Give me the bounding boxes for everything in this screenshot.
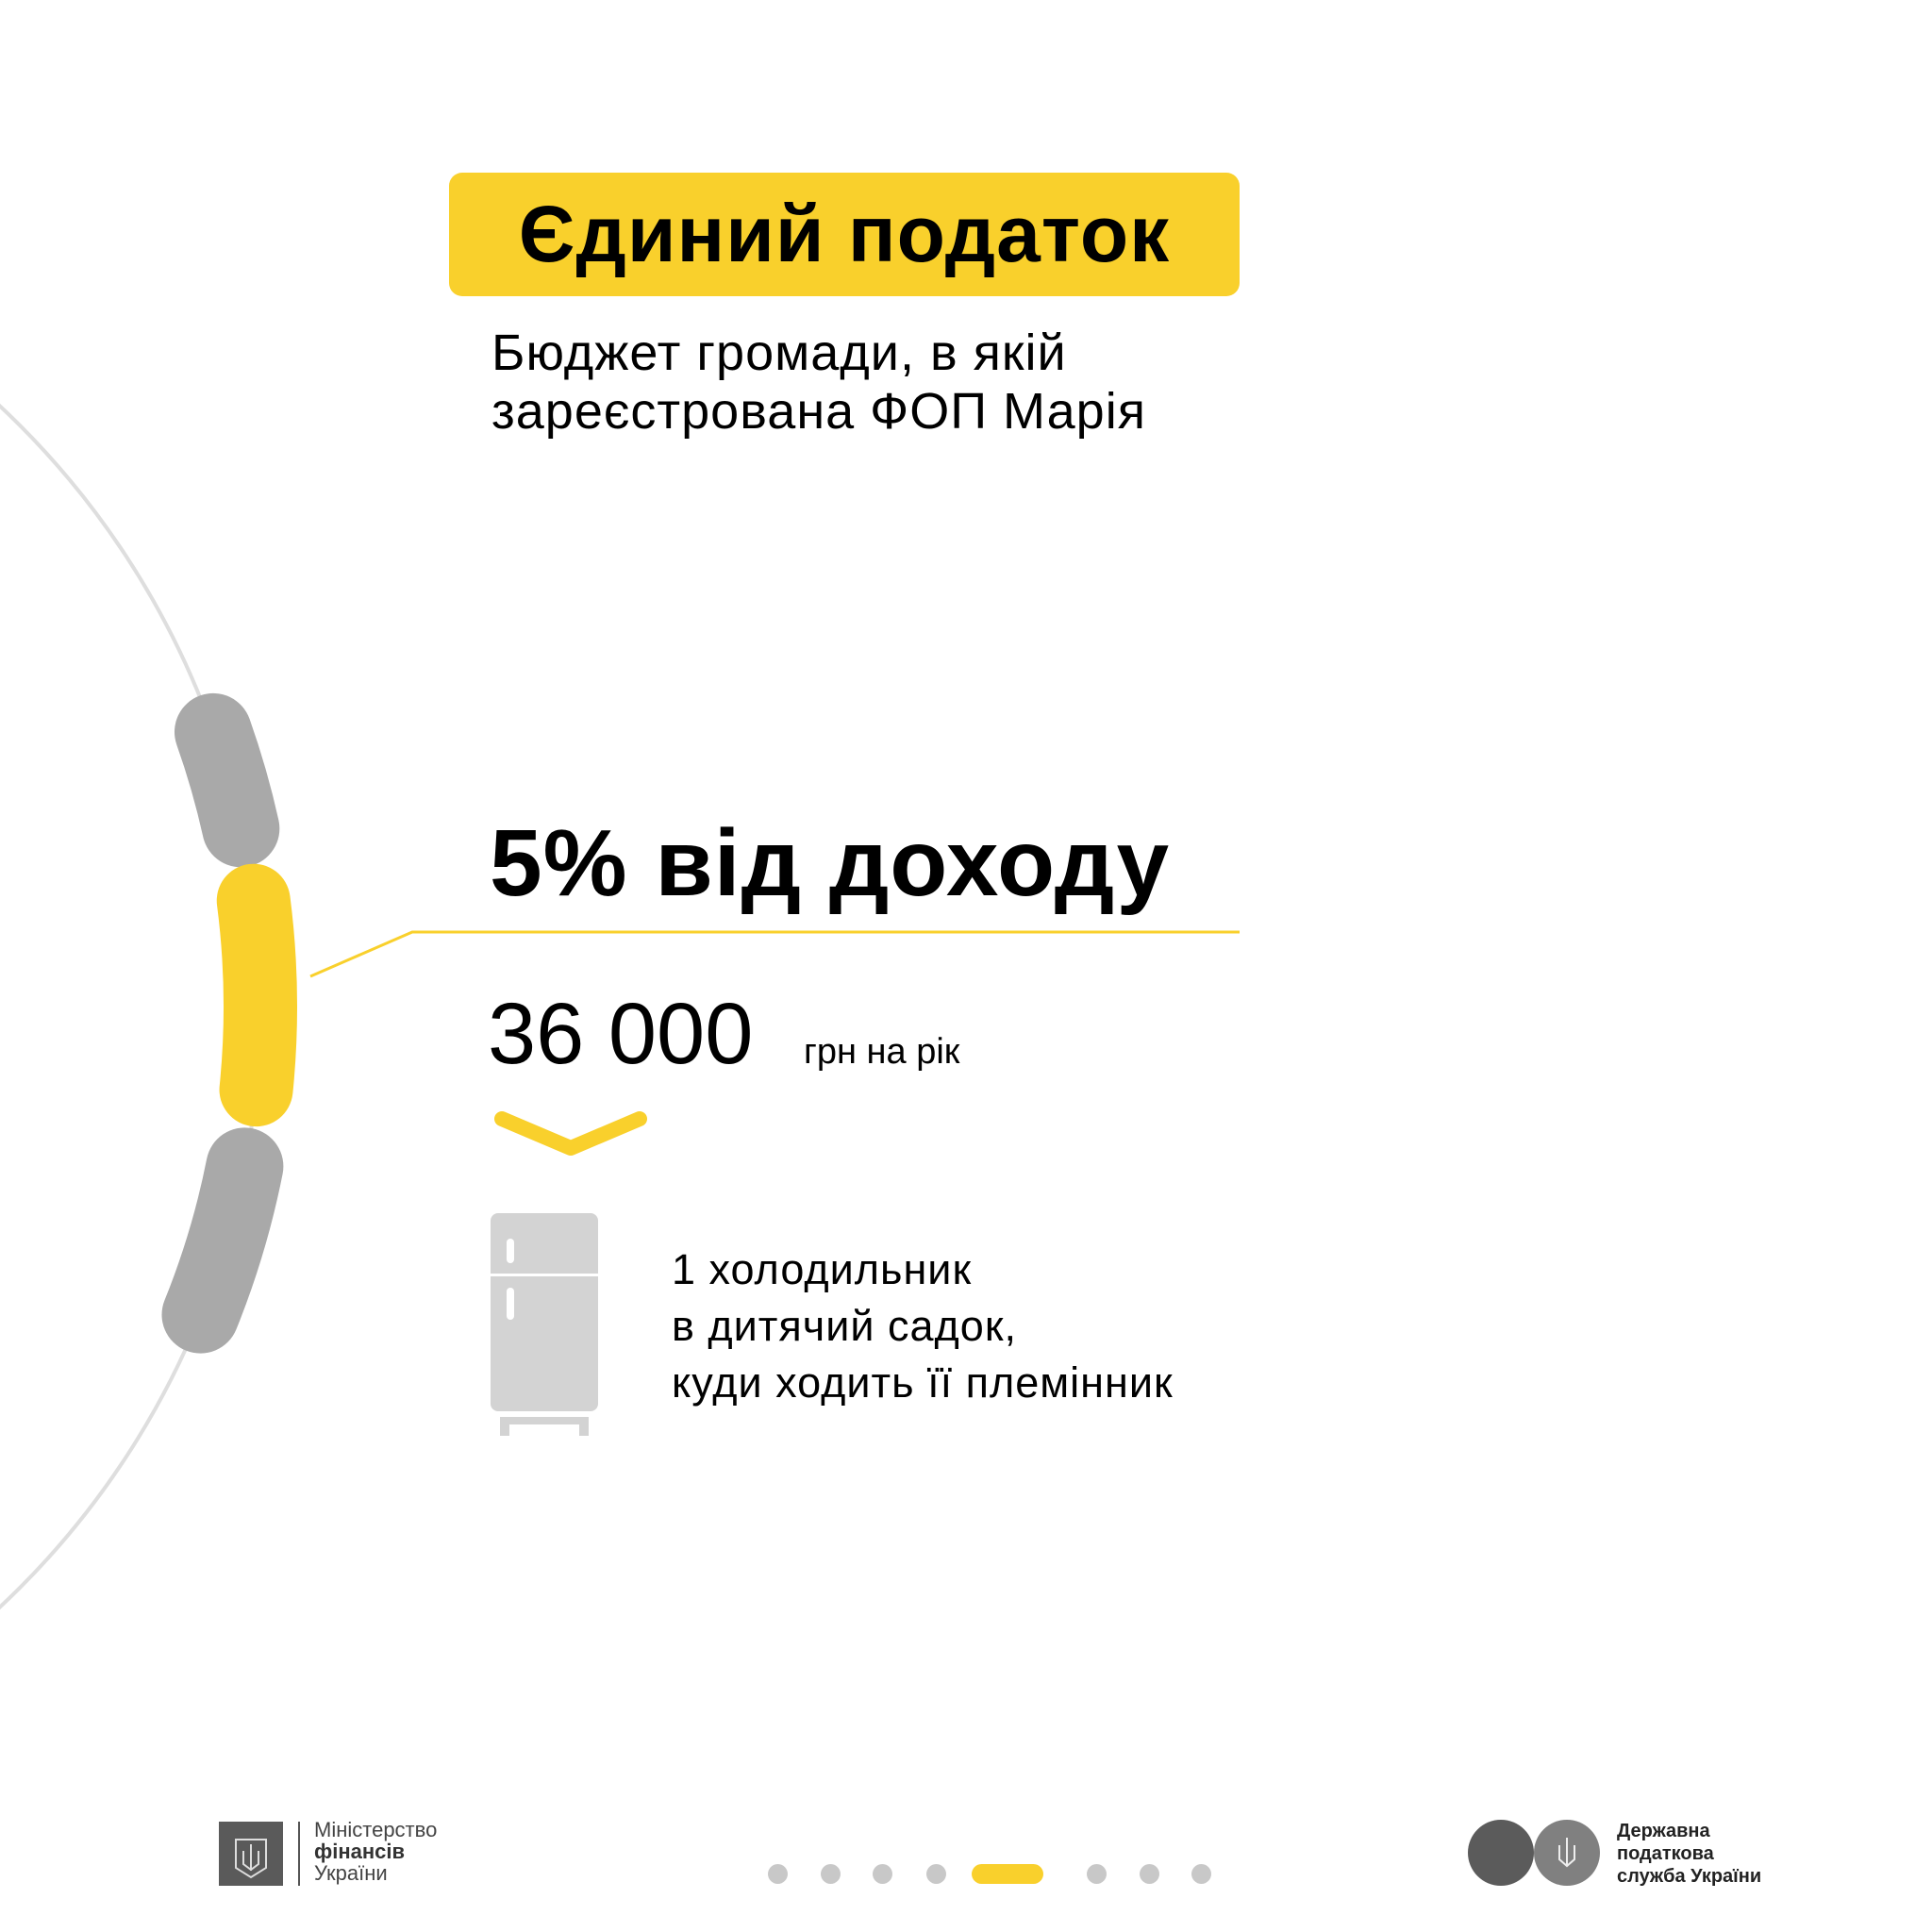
page-dot[interactable] — [768, 1864, 788, 1884]
tax-service-logo-text: Державна податкова служба України — [1617, 1820, 1761, 1888]
page-dot[interactable] — [1191, 1864, 1211, 1884]
logo-text-line: фінансів — [314, 1840, 406, 1863]
description: 1 холодильник в дитячий садок, куди ходи… — [672, 1241, 1174, 1411]
minfin-logo-text: Міністерство фінансів України — [314, 1819, 437, 1884]
page-dot[interactable] — [1140, 1864, 1159, 1884]
page-dot[interactable] — [1087, 1864, 1107, 1884]
page-dot[interactable] — [873, 1864, 892, 1884]
tax-rate-headline: 5% від доходу — [490, 810, 1171, 916]
logo-text-line: Державна — [1617, 1821, 1710, 1841]
arc-line — [0, 403, 262, 1610]
amount-value: 36 000 — [488, 986, 754, 1082]
logo-text-line: Міністерство — [314, 1818, 438, 1841]
arc-segment-gray-bottom — [161, 1127, 284, 1354]
description-line: в дитячий садок, — [672, 1302, 1018, 1350]
chevron-down-icon — [494, 1111, 647, 1156]
amount-unit: грн на рік — [804, 1032, 960, 1072]
subtitle-line: зареєстрована ФОП Марія — [491, 383, 1146, 440]
logo-text-line: України — [314, 1861, 388, 1885]
subtitle-line: Бюджет громади, в якій — [491, 325, 1067, 381]
arc-segment-gray-top — [174, 692, 280, 868]
connector-line — [309, 930, 1240, 978]
minfin-logo — [219, 1822, 300, 1886]
title-badge: Єдиний податок — [449, 173, 1240, 296]
description-line: 1 холодильник — [672, 1245, 973, 1293]
page-dot-active[interactable] — [972, 1864, 1043, 1884]
page-dot[interactable] — [821, 1864, 841, 1884]
page-title: Єдиний податок — [518, 190, 1171, 278]
logo-text-line: податкова — [1617, 1843, 1714, 1864]
tax-service-logo — [1468, 1820, 1600, 1886]
arc-segment-yellow-active — [216, 863, 297, 1127]
description-line: куди ходить її племінник — [672, 1358, 1174, 1407]
subtitle: Бюджет громади, в якій зареєстрована ФОП… — [491, 324, 1146, 441]
logo-text-line: служба України — [1617, 1866, 1762, 1887]
page-dot[interactable] — [926, 1864, 946, 1884]
fridge-icon — [491, 1213, 598, 1436]
